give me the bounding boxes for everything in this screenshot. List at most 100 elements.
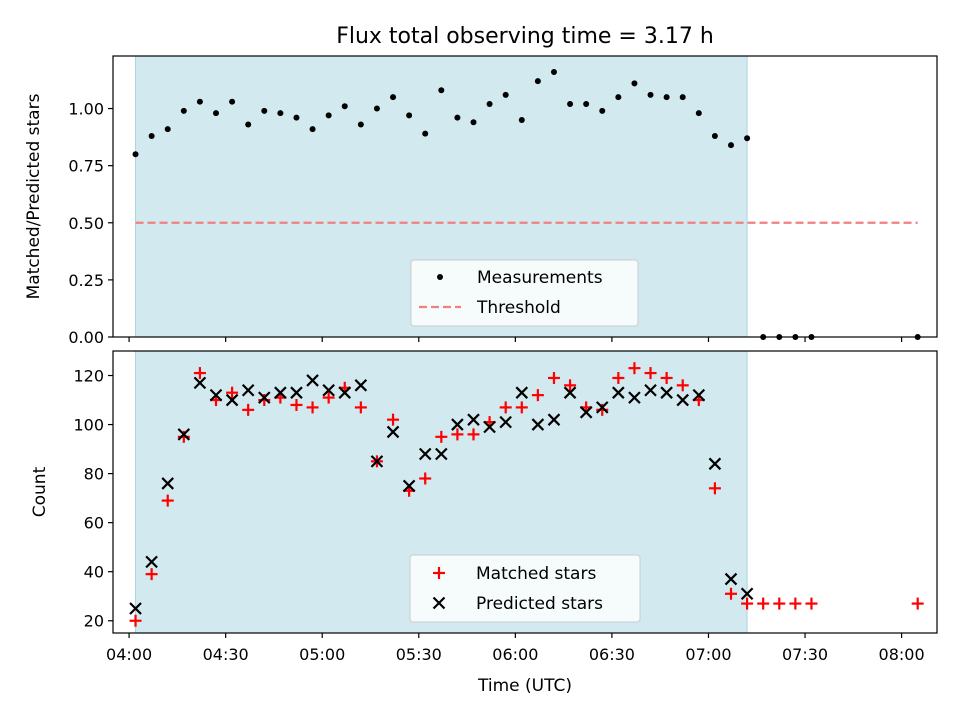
y-tick-label: 100	[73, 416, 104, 435]
matched-star-point	[145, 568, 158, 581]
measurement-point	[148, 132, 155, 139]
matched-star-point	[773, 597, 786, 610]
predicted-star-point	[644, 383, 657, 397]
measurement-point	[647, 91, 654, 98]
chart-title: Flux total observing time = 3.17 h	[336, 24, 714, 49]
bottom-y-ticks: 20 40 60 80 100 120	[73, 367, 113, 631]
predicted-star-point	[724, 572, 738, 586]
predicted-star-point	[595, 401, 609, 414]
x-tick-label: 06:00	[492, 645, 538, 664]
y-tick-label: 1.00	[68, 100, 104, 119]
bottom-panel: 20 40 60 80 100 120 04:00 04:30 05:00 05:30 06:00…	[30, 350, 938, 696]
bottom-axes-frame	[112, 350, 938, 634]
matched-star-point	[515, 401, 528, 414]
y-tick-label: 0.50	[68, 214, 104, 233]
matched-star-point	[161, 494, 174, 507]
measurement-point	[373, 105, 380, 112]
matched-star-point	[564, 379, 577, 392]
predicted-star-point	[241, 383, 255, 397]
measurement-point	[180, 107, 187, 114]
matched-star-point	[547, 371, 560, 384]
y-tick-label: 0.25	[68, 271, 104, 290]
measurement-point	[695, 110, 702, 117]
top-y-ticks: 0.00 0.25 0.50 0.75 1.00	[68, 100, 113, 347]
matched-star-point	[628, 362, 641, 375]
y-tick-label: 120	[73, 367, 104, 386]
legend-predicted-label: Predicted stars	[476, 594, 603, 614]
predicted-star-point	[435, 447, 448, 461]
legend-predicted-glyph	[432, 596, 446, 610]
matched-star-point	[193, 367, 206, 380]
predicted-star-point	[515, 386, 529, 399]
y-tick-label: 80	[84, 465, 104, 484]
measurement-point	[744, 135, 751, 142]
predicted-stars-points	[129, 374, 754, 615]
predicted-star-point	[660, 386, 673, 399]
predicted-star-point	[290, 386, 303, 399]
measurement-point	[293, 114, 300, 121]
predicted-star-point	[740, 587, 754, 601]
predicted-star-point	[547, 413, 561, 426]
predicted-star-point	[274, 386, 287, 399]
x-tick-label: 05:00	[299, 645, 345, 664]
measurement-point	[470, 119, 477, 126]
predicted-star-point	[467, 413, 480, 426]
matched-star-point	[911, 597, 924, 610]
measurement-point	[309, 126, 316, 133]
bottom-y-axis-label: Count	[30, 466, 50, 517]
predicted-star-point	[612, 386, 625, 399]
matched-star-point	[644, 367, 657, 380]
measurement-point	[229, 98, 236, 105]
matched-star-point	[708, 482, 721, 495]
measurement-point	[679, 94, 686, 101]
measurement-point	[245, 121, 252, 128]
x-tick-label: 06:30	[589, 645, 635, 664]
measurement-point	[341, 103, 348, 110]
y-tick-label: 0.75	[68, 157, 104, 176]
matched-star-point	[499, 401, 512, 414]
legend-measurements-label: Measurements	[477, 268, 603, 288]
matched-star-point	[725, 587, 737, 600]
bottom-legend: Matched stars Predicted stars	[409, 554, 641, 623]
predicted-star-point	[531, 418, 545, 431]
legend-threshold-label: Threshold	[476, 298, 561, 318]
legend-measurements-marker	[437, 274, 443, 280]
legend-matched-glyph	[433, 567, 445, 579]
matched-star-point	[435, 430, 448, 443]
legend-matched-label: Matched stars	[476, 564, 596, 584]
y-tick-label: 20	[84, 612, 104, 631]
predicted-star-point	[225, 393, 239, 407]
legend-matched-marker	[433, 567, 445, 579]
top-axes-frame	[112, 55, 938, 338]
legend-predicted-marker	[432, 596, 446, 610]
bottom-x-ticks: 04:00 04:30 05:00 05:30 06:00 06:30 07:00 07:30…	[106, 633, 925, 664]
x-tick-label: 08:00	[879, 645, 925, 664]
measurement-point	[550, 68, 557, 75]
measurement-point	[261, 107, 268, 114]
measurement-point	[502, 91, 509, 98]
predicted-star-point	[129, 602, 142, 615]
measurement-point	[390, 94, 397, 101]
matched-star-point	[419, 472, 432, 485]
predicted-star-point	[563, 386, 577, 399]
measurement-point	[406, 112, 413, 119]
predicted-star-point	[370, 455, 384, 468]
x-tick-label: 04:30	[203, 645, 249, 664]
predicted-star-point	[354, 379, 368, 392]
matched-star-point	[531, 389, 544, 402]
x-tick-label: 07:30	[782, 645, 828, 664]
predicted-star-point	[209, 388, 223, 402]
top-legend: Measurements Threshold	[410, 259, 639, 327]
matched-star-point	[467, 428, 480, 441]
matched-star-point	[322, 391, 335, 404]
measurement-point	[486, 100, 493, 107]
matched-star-point	[660, 371, 673, 384]
predicted-star-point	[692, 388, 706, 402]
predicted-star-point	[306, 374, 319, 387]
measurement-point	[164, 126, 171, 133]
measurement-point	[422, 130, 429, 137]
measurement-point	[196, 98, 203, 105]
predicted-star-point	[579, 406, 593, 419]
measurement-point	[325, 112, 332, 119]
